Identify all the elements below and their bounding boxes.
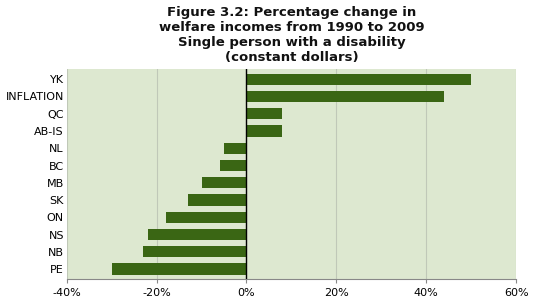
Bar xyxy=(166,212,247,223)
Bar xyxy=(247,126,282,136)
Bar xyxy=(247,108,282,119)
Bar xyxy=(147,229,247,240)
Bar xyxy=(112,264,247,275)
Bar xyxy=(219,160,247,171)
Bar xyxy=(247,91,444,102)
Bar xyxy=(143,246,247,257)
Bar xyxy=(201,177,247,188)
Title: Figure 3.2: Percentage change in
welfare incomes from 1990 to 2009
Single person: Figure 3.2: Percentage change in welfare… xyxy=(159,5,424,64)
Bar xyxy=(188,195,247,206)
Bar xyxy=(247,74,471,85)
Bar xyxy=(224,143,247,154)
